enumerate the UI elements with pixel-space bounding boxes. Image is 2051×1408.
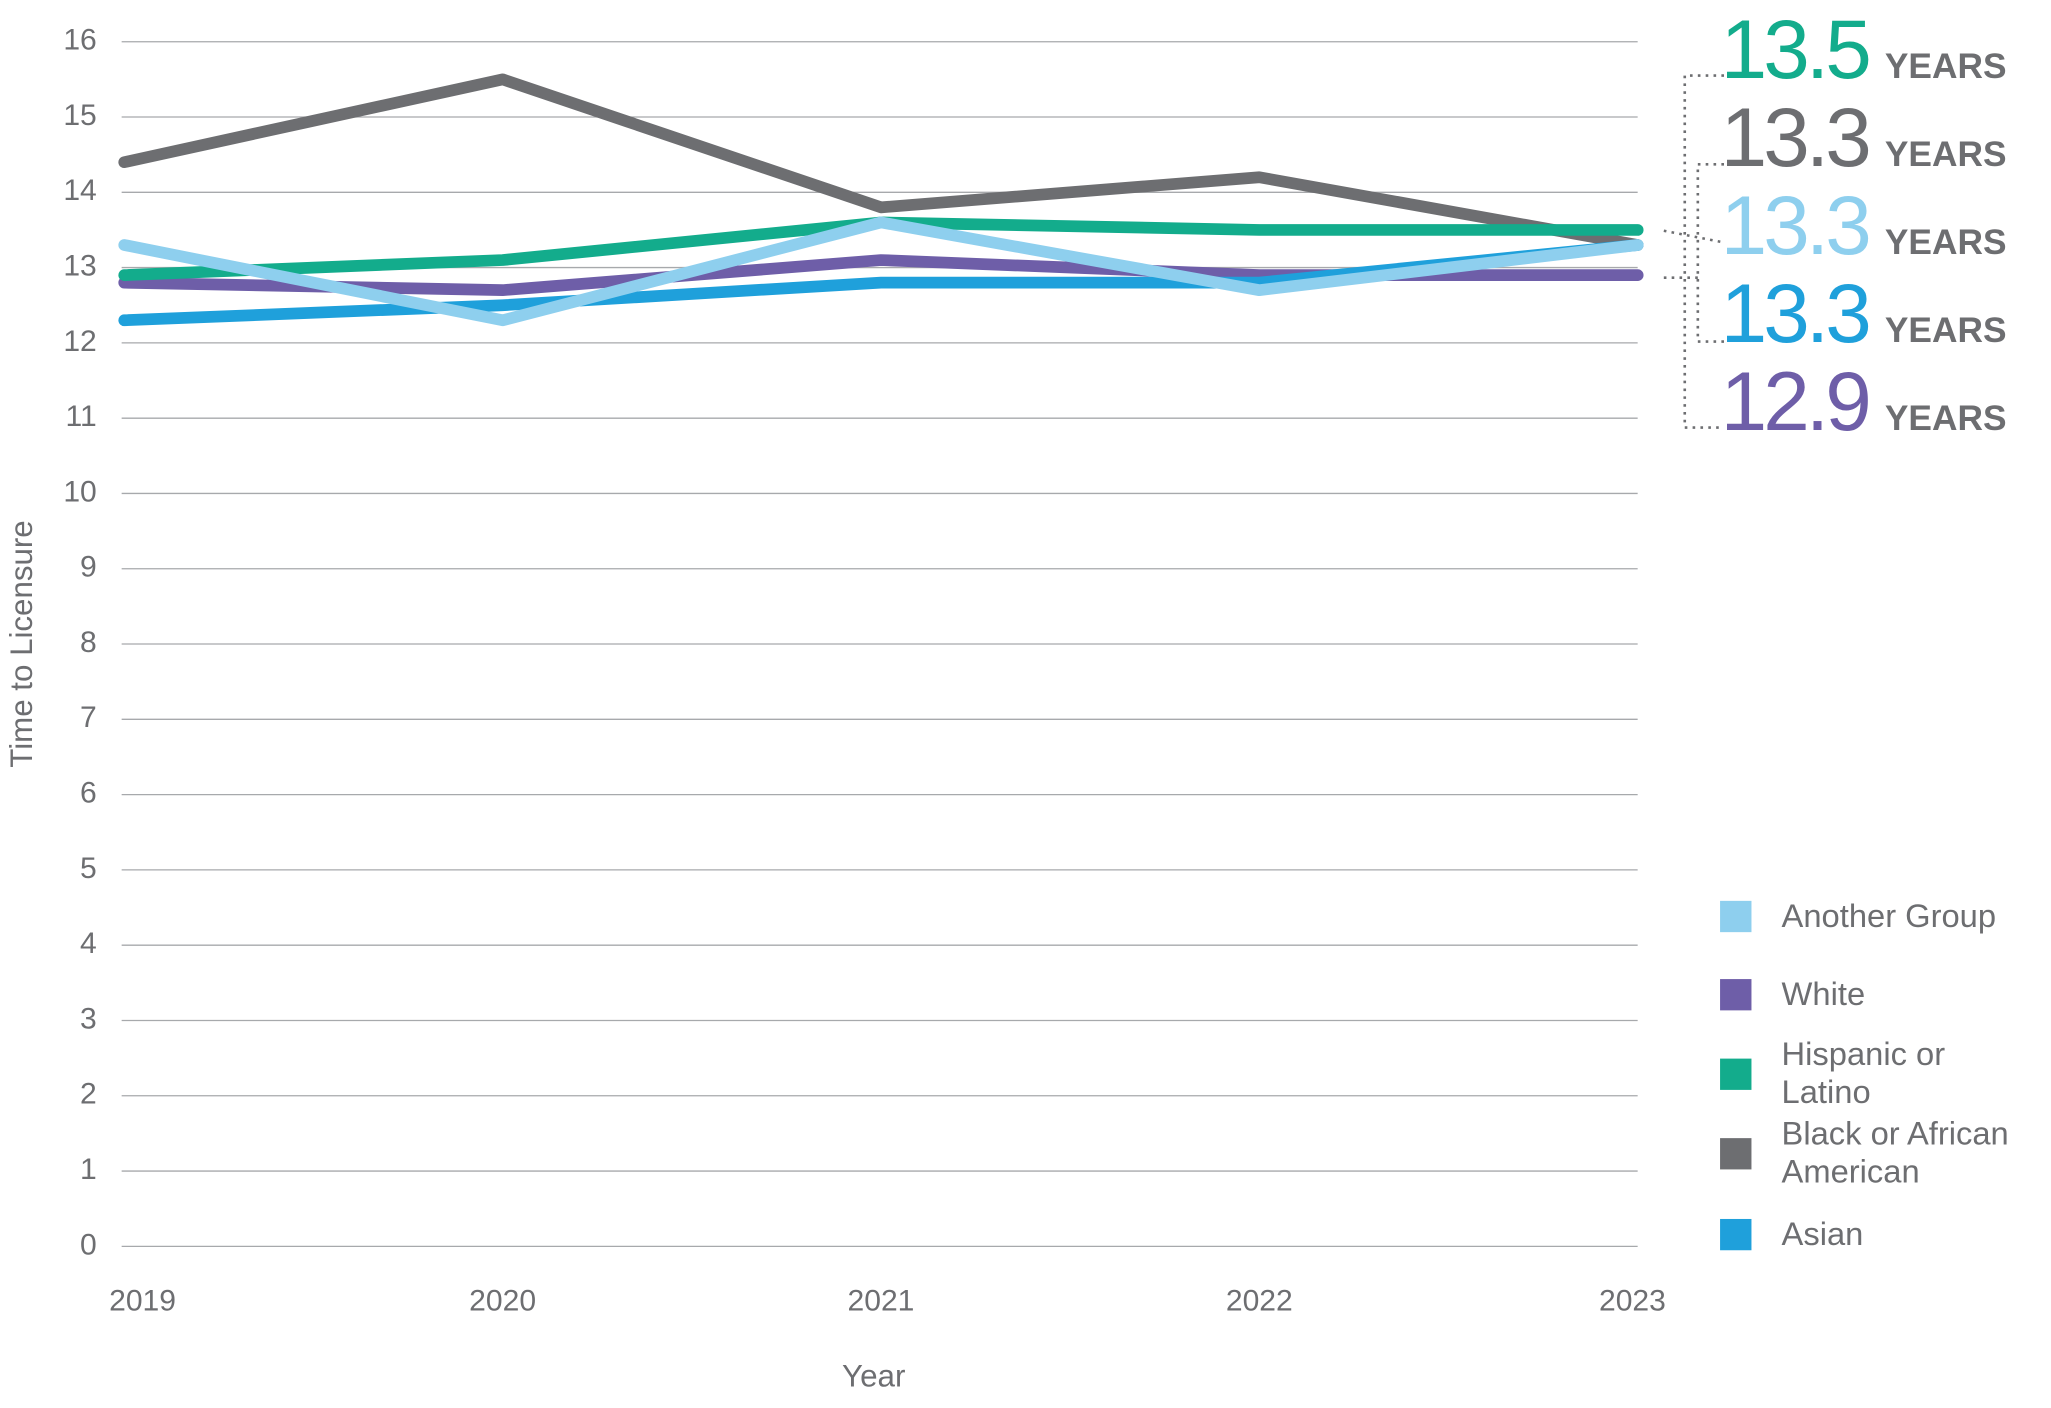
annotation-value: 13.3	[1721, 178, 1869, 272]
legend-label: Hispanic or Latino	[1781, 1036, 1946, 1111]
legend-label: White	[1781, 975, 1866, 1013]
legend-item: Hispanic or Latino	[1782, 1022, 2050, 1126]
legend-label: Black or African American	[1781, 1115, 2009, 1191]
y-tick-label: 3	[80, 1002, 97, 1035]
x-tick-label: 2022	[1226, 1284, 1293, 1317]
bracket	[1663, 229, 1725, 244]
annotation-value: 13.5	[1721, 2, 1869, 96]
y-tick-label: 16	[63, 24, 96, 57]
legend-item: Black or African American	[1782, 1102, 2050, 1206]
bracket	[1683, 74, 1724, 429]
annotation-unit: YEARS	[1885, 223, 2007, 262]
legend-item: Another Group	[1782, 864, 2050, 968]
annotation-unit: YEARS	[1885, 135, 2007, 174]
y-tick-label: 2	[80, 1078, 97, 1111]
y-tick-label: 0	[80, 1228, 97, 1261]
line-series	[118, 73, 1644, 251]
annotation-value: 13.3	[1721, 90, 1869, 184]
y-tick-label: 10	[63, 475, 96, 508]
x-axis-title: Year	[842, 1358, 905, 1393]
legend-item: White	[1782, 943, 2050, 1047]
x-tick-label: 2023	[1599, 1284, 1666, 1317]
y-tick-label: 14	[63, 174, 96, 207]
legend-label: Asian	[1781, 1215, 1864, 1253]
annotation-unit: YEARS	[1885, 399, 2007, 438]
annotation-value: 12.9	[1721, 354, 1869, 448]
y-tick-label: 5	[80, 852, 97, 885]
legend-swatch	[1720, 1218, 1752, 1251]
line-series	[118, 216, 1644, 327]
annotation-brackets	[1663, 74, 1725, 429]
x-tick-label: 2020	[469, 1284, 536, 1317]
annotation-value: 13.3	[1721, 266, 1869, 360]
legend-label: Another Group	[1781, 897, 1997, 935]
x-tick-label: 2021	[848, 1284, 915, 1317]
y-tick-label: 12	[63, 325, 96, 358]
y-tick-label: 7	[80, 701, 97, 734]
legend-swatch	[1720, 1138, 1752, 1170]
legend-item: Asian	[1782, 1182, 2050, 1286]
y-tick-label: 6	[80, 777, 97, 810]
legend-swatch	[1720, 900, 1752, 933]
legend-wrap: Asian	[1782, 1182, 2050, 1286]
x-tick-label: 2019	[109, 1284, 176, 1317]
y-tick-label: 9	[80, 551, 97, 584]
y-tick-label: 13	[63, 250, 96, 283]
y-tick-label: 15	[63, 99, 96, 132]
legend-wrap: Black or African American	[1782, 1102, 2050, 1206]
y-tick-label: 8	[80, 626, 97, 659]
y-axis-title: Time to Licensure	[4, 520, 39, 767]
legend-wrap: White	[1782, 943, 2050, 1047]
y-tick-label: 11	[66, 400, 97, 433]
legend-swatch	[1720, 1058, 1752, 1090]
annotation-unit: YEARS	[1885, 311, 2007, 350]
legend-wrap: Another Group	[1782, 864, 2050, 968]
y-tick-label: 4	[80, 927, 97, 960]
annotation-unit: YEARS	[1885, 47, 2007, 86]
y-tick-label: 1	[80, 1153, 97, 1186]
legend-swatch	[1720, 979, 1752, 1011]
legend-wrap: Hispanic or Latino	[1782, 1022, 2050, 1126]
